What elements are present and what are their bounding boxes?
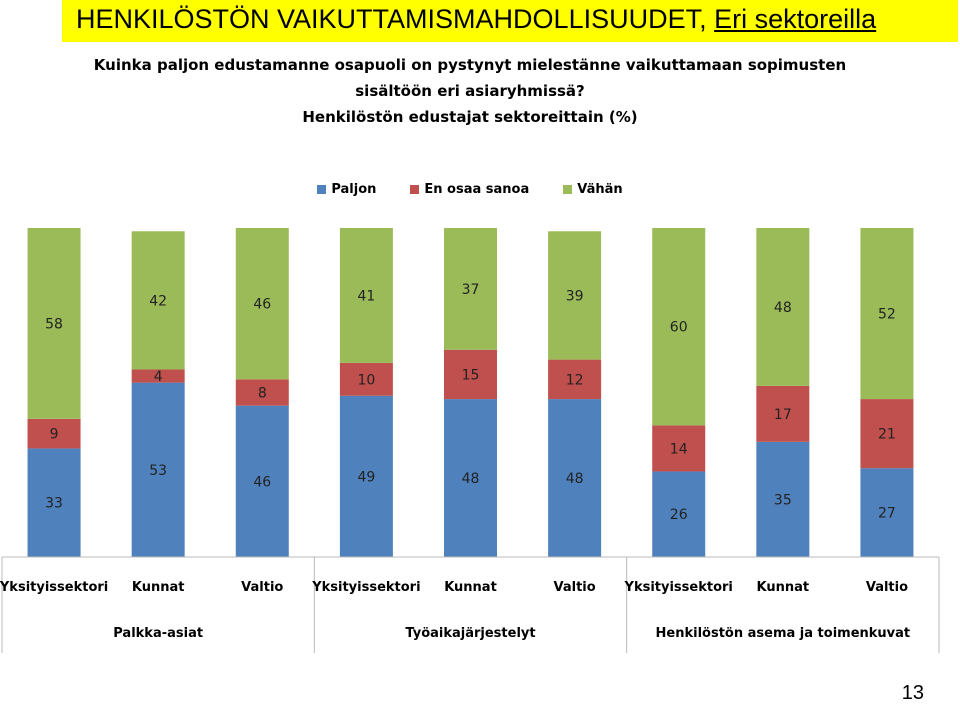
data-label-en-osaa-sanoa-7: 17 [774,407,792,423]
data-label-en-osaa-sanoa-8: 21 [878,427,896,443]
bar-v-h-n-1 [131,231,185,370]
bar-en-osaa-sanoa-3 [339,362,393,396]
data-label-en-osaa-sanoa-4: 15 [462,367,480,383]
data-label-v-h-n-2: 46 [253,297,271,313]
data-label-paljon-7: 35 [774,492,792,508]
x-tick-label-3: Yksityissektori [311,580,420,595]
bar-v-h-n-3 [339,228,393,363]
bar-v-h-n-4 [444,228,497,350]
data-label-paljon-1: 53 [149,463,167,479]
data-label-paljon-6: 26 [670,507,688,523]
legend-item-paljon: Paljon [317,182,376,197]
bar-v-h-n-8 [860,228,914,400]
data-label-v-h-n-3: 41 [357,288,375,304]
data-label-en-osaa-sanoa-3: 10 [357,372,375,388]
bar-paljon-0 [27,448,81,557]
bar-en-osaa-sanoa-1 [131,369,185,383]
slide-title-main: HENKILÖSTÖN VAIKUTTAMISMAHDOLLISUUDET, [76,4,707,34]
slide-title-link[interactable]: Eri sektoreilla [714,4,877,34]
bar-paljon-1 [131,382,185,557]
bar-en-osaa-sanoa-8 [860,399,914,469]
data-label-v-h-n-6: 60 [670,320,688,336]
bar-paljon-4 [444,399,497,557]
bar-v-h-n-6 [652,228,706,426]
bar-en-osaa-sanoa-5 [548,359,602,400]
data-label-v-h-n-8: 52 [878,307,896,323]
bar-paljon-5 [548,399,602,557]
bar-paljon-8 [860,468,914,557]
data-label-paljon-4: 48 [462,471,480,487]
legend-item-vahan: Vähän [563,182,623,197]
legend-label-vahan: Vähän [577,182,623,197]
data-label-paljon-3: 49 [357,469,375,485]
bar-v-h-n-2 [235,228,289,380]
slide-title: HENKILÖSTÖN VAIKUTTAMISMAHDOLLISUUDET, E… [76,4,876,35]
data-label-v-h-n-5: 39 [566,288,584,304]
data-label-en-osaa-sanoa-6: 14 [670,441,688,457]
bar-paljon-2 [235,405,289,557]
bar-en-osaa-sanoa-4 [444,349,497,400]
bar-en-osaa-sanoa-0 [27,418,81,449]
bar-v-h-n-5 [548,231,602,360]
data-label-paljon-2: 46 [253,474,271,490]
chart-legend: Paljon En osaa sanoa Vähän [0,182,940,197]
data-label-paljon-5: 48 [566,471,584,487]
legend-item-en-osaa-sanoa: En osaa sanoa [410,182,529,197]
legend-swatch-en-osaa-sanoa [410,185,420,194]
bar-paljon-3 [339,395,393,557]
x-tick-label-0: Yksityissektori [0,580,108,595]
legend-label-paljon: Paljon [331,182,377,197]
bar-en-osaa-sanoa-7 [756,385,810,442]
group-label-0: Palkka-asiat [113,626,203,641]
bar-paljon-6 [652,471,706,557]
slide-title-bar: HENKILÖSTÖN VAIKUTTAMISMAHDOLLISUUDET, E… [62,0,958,42]
legend-label-en-osaa-sanoa: En osaa sanoa [424,182,530,197]
x-tick-label-5: Valtio [554,580,596,595]
chart-title-line-3: Henkilöstön edustajat sektoreittain (%) [302,108,638,126]
x-tick-label-6: Yksityissektori [624,580,733,595]
data-label-en-osaa-sanoa-2: 8 [258,386,267,402]
data-label-en-osaa-sanoa-5: 12 [566,372,584,388]
data-label-v-h-n-4: 37 [462,282,480,298]
bar-paljon-7 [756,441,810,557]
chart-title-line-2: sisältöön eri asiaryhmissä? [355,82,585,100]
group-label-1: Työaikajärjestelyt [405,626,535,641]
legend-swatch-vahan [563,185,573,194]
data-label-v-h-n-0: 58 [45,316,63,332]
x-tick-label-4: Kunnat [444,580,497,595]
bar-en-osaa-sanoa-6 [652,425,706,472]
data-label-en-osaa-sanoa-1: 4 [154,369,163,385]
group-label-2: Henkilöstön asema ja toimenkuvat [656,626,911,641]
data-label-en-osaa-sanoa-0: 9 [50,427,59,443]
data-label-paljon-8: 27 [878,506,896,522]
bar-v-h-n-7 [756,228,810,386]
data-label-v-h-n-7: 48 [774,300,792,316]
x-tick-label-1: Kunnat [132,580,185,595]
data-label-v-h-n-1: 42 [149,293,167,309]
x-tick-label-8: Valtio [866,580,908,595]
page-number: 13 [901,682,924,704]
bar-en-osaa-sanoa-2 [235,379,289,406]
chart-title-line-1: Kuinka paljon edustamanne osapuoli on py… [93,56,847,74]
x-tick-label-7: Kunnat [757,580,810,595]
bar-v-h-n-0 [27,228,81,419]
x-tick-label-2: Valtio [241,580,283,595]
data-label-paljon-0: 33 [45,496,63,512]
legend-swatch-paljon [317,185,327,194]
